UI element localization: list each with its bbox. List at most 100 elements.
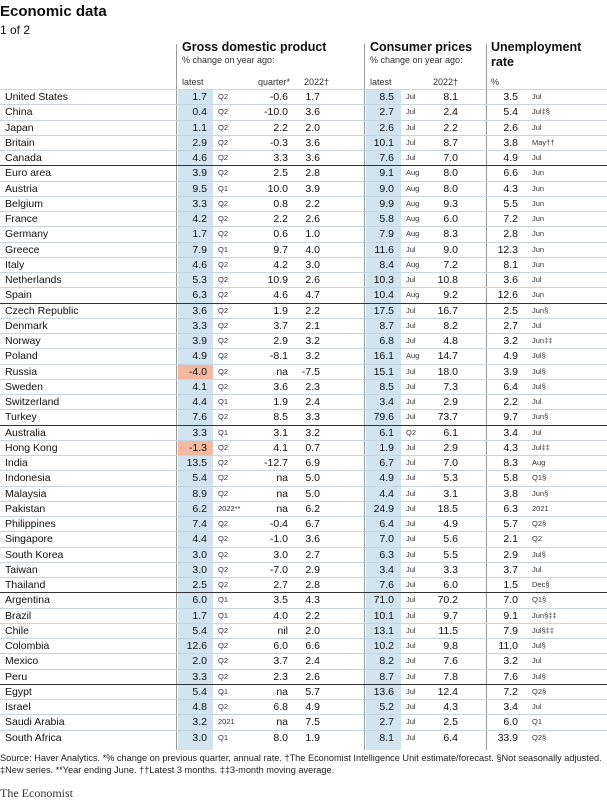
country-name: Thailand <box>5 579 46 591</box>
gdp-latest: 2.9 <box>192 136 207 149</box>
unemp-period: Jun <box>532 244 545 254</box>
country-name: Indonesia <box>5 472 51 485</box>
unemp-period: Q2 <box>532 534 543 544</box>
brand-logo: The Economist <box>0 786 73 800</box>
table-row: Euro area 3.9 Q2 2.5 2.8 9.1 Aug 8.0 6.6 Jun <box>0 165 607 180</box>
gdp-2022: 2.8 <box>305 579 320 591</box>
country-name: Austria <box>5 182 38 195</box>
cpi-period: Aug <box>406 198 420 208</box>
gdp-quarter: -8.1 <box>269 350 288 363</box>
gdp-2022: 2.9 <box>305 563 320 576</box>
cpi-2022: 2.2 <box>443 121 458 134</box>
gdp-quarter: 3.0 <box>273 548 288 561</box>
gdp-2022: 2.0 <box>305 624 320 637</box>
gdp-period: Q2 <box>218 259 229 269</box>
cpi-latest: 6.4 <box>379 518 394 530</box>
unemp-period: Jul <box>532 320 542 330</box>
gdp-quarter: 4.2 <box>273 258 288 271</box>
cpi-period: Jul <box>406 153 416 162</box>
country-name: Netherlands <box>5 274 62 286</box>
table-row: Peru 3.3 Q2 2.3 2.6 8.7 Jul 7.8 7.6 Jul§ <box>0 668 607 684</box>
gdp-period: Q2 <box>218 564 229 574</box>
country-name: Poland <box>5 350 38 363</box>
cpi-latest: 7.6 <box>379 579 394 591</box>
unemp-rate: 3.4 <box>503 701 518 713</box>
unemp-period: Jun§ <box>532 305 549 315</box>
cpi-period: Jul <box>406 320 416 330</box>
unemp-rate: 5.7 <box>503 518 518 530</box>
unemp-period: Jul§ <box>532 381 546 391</box>
cpi-period: Aug <box>406 168 420 178</box>
cpi-period: Jul <box>406 534 416 544</box>
table-row: Poland 4.9 Q2 -8.1 3.2 16.1 Aug 14.7 4.9 Jul§ <box>0 348 607 363</box>
gdp-period: Q2 <box>218 320 229 330</box>
table-row: Malaysia 8.9 Q2 na 5.0 4.4 Jul 3.1 3.8 Jun§ <box>0 485 607 501</box>
gdp-period: Q2 <box>218 366 229 376</box>
gdp-quarter: -12.7 <box>264 457 288 469</box>
table-row: Japan 1.1 Q2 2.2 2.0 2.6 Jul 2.2 2.6 Jul <box>0 119 607 135</box>
unemp-rate: 7.6 <box>503 670 518 683</box>
table-row: Canada 4.6 Q2 3.3 3.6 7.6 Jul 7.0 4.9 Jul <box>0 150 607 165</box>
cpi-latest: 16.1 <box>373 350 394 363</box>
gdp-latest: 8.9 <box>192 487 207 500</box>
cpi-period: Jul <box>406 549 416 559</box>
gdp-period: Q2 <box>218 351 229 361</box>
gdp-period: Q2 <box>218 458 229 467</box>
gdp-2022: 4.0 <box>305 243 320 256</box>
gdp-period: Q2 <box>218 122 229 132</box>
cpi-latest: 10.4 <box>373 289 394 302</box>
gdp-quarter: 4.1 <box>273 441 288 454</box>
unemp-period: Q2§ <box>532 519 547 528</box>
gdp-2022: 3.3 <box>305 411 320 424</box>
gdp-period: Q1 <box>218 595 229 605</box>
cpi-period: Jul <box>406 656 416 666</box>
table-row: France 4.2 Q2 2.2 2.6 5.8 Aug 6.0 7.2 Jun <box>0 211 607 226</box>
gdp-latest: 3.3 <box>192 197 207 210</box>
unemp-rate: 8.3 <box>503 457 518 469</box>
table-row: Switzerland 4.4 Q1 1.9 2.4 3.4 Jul 2.9 2.2 Jul <box>0 394 607 409</box>
unemp-period: Jul§ <box>532 671 546 681</box>
gdp-2022: 2.6 <box>305 274 320 286</box>
table-row: United States 1.7 Q2 -0.6 1.7 8.5 Jul 8.1 3.5 Jul <box>0 89 607 104</box>
unemp-period: Jul§ <box>532 549 546 559</box>
country-name: Switzerland <box>5 396 60 408</box>
gdp-quarter: 4.6 <box>273 289 288 302</box>
gdp-latest: 3.2 <box>192 716 207 729</box>
page-title: Economic data <box>0 3 107 20</box>
gdp-latest: 3.0 <box>192 548 207 561</box>
cpi-period: Jul <box>406 92 416 101</box>
gdp-latest: 5.4 <box>192 472 207 485</box>
cpi-2022: 9.8 <box>443 640 458 652</box>
gdp-quarter: 3.6 <box>273 380 288 393</box>
cpi-latest: 13.1 <box>373 624 394 637</box>
cpi-latest: 7.0 <box>379 533 394 546</box>
gdp-2022: 0.7 <box>305 441 320 454</box>
gdp-quarter: na <box>276 502 288 515</box>
gdp-period: Q2 <box>218 198 229 208</box>
country-name: Spain <box>5 289 32 302</box>
cpi-header: Consumer prices % change on year ago: <box>370 40 472 66</box>
gdp-2022: 2.6 <box>305 213 320 225</box>
cpi-2022: 8.2 <box>443 319 458 332</box>
cpi-period: Jul <box>406 305 416 315</box>
gdp-latest: 2.5 <box>192 579 207 591</box>
cpi-latest: 13.6 <box>373 685 394 698</box>
table-row: Indonesia 5.4 Q2 na 5.0 4.9 Jul 5.3 5.8 Q1§ <box>0 470 607 485</box>
unemp-rate: 3.5 <box>503 91 518 103</box>
cpi-2022: 6.0 <box>443 579 458 591</box>
gdp-quarter: 10.0 <box>267 182 288 195</box>
gdp-latest: 0.4 <box>192 106 207 119</box>
unemp-rate: 4.3 <box>503 182 518 195</box>
gdp-latest: 3.9 <box>192 335 207 347</box>
cpi-period: Aug <box>406 259 420 269</box>
gdp-quarter: -0.3 <box>269 136 288 149</box>
cpi-latest: 8.5 <box>379 380 394 393</box>
gdp-2022: 7.5 <box>305 716 320 729</box>
gdp-latest: 4.9 <box>192 350 207 363</box>
unemp-rate: 7.9 <box>503 624 518 637</box>
gdp-period: Q1 <box>218 732 229 742</box>
gdp-latest: 6.3 <box>192 289 207 302</box>
gdp-quarter: 1.9 <box>273 304 288 317</box>
unemp-period: Jul‡§ <box>532 107 550 117</box>
gdp-quarter: nil <box>277 624 288 637</box>
